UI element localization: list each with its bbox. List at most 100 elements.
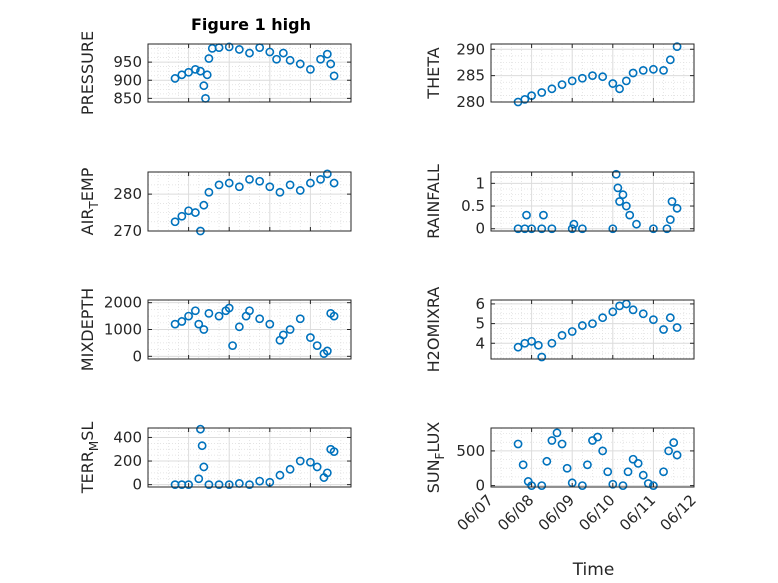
data-point: [305, 178, 315, 188]
data-point: [194, 319, 204, 329]
data-point: [199, 462, 209, 472]
data-point: [312, 462, 322, 472]
data-point: [184, 480, 193, 490]
data-point: [537, 481, 547, 491]
subplot-sun-flux: 0 500 SUNFLUX 06/0706/0806/0906/1006/1106/1…: [424, 422, 700, 580]
data-point: [197, 441, 207, 451]
data-point: [527, 481, 536, 491]
y-axis-label: PRESSURE: [78, 31, 97, 115]
data-point: [583, 460, 592, 470]
data-point: [649, 64, 658, 74]
data-point: [329, 447, 339, 456]
y-tick-label: 285: [456, 67, 485, 85]
data-point: [513, 342, 523, 352]
data-point: [245, 48, 254, 58]
y-axis-label: AIRTEMP: [78, 167, 101, 235]
data-point: [518, 460, 528, 470]
data-point: [316, 174, 325, 184]
data-point: [295, 456, 305, 466]
y-tick-label: 270: [113, 222, 142, 240]
y-tick-label: 1: [475, 174, 485, 192]
data-point: [204, 187, 214, 197]
data-point: [662, 224, 672, 234]
data-point: [577, 224, 587, 234]
y-tick-label: 0: [475, 477, 485, 495]
data-point: [552, 428, 562, 438]
data-point: [625, 210, 635, 220]
data-point: [285, 55, 295, 65]
data-point: [547, 84, 557, 94]
data-point: [623, 467, 633, 477]
data-point: [557, 330, 567, 340]
data-point: [638, 470, 648, 480]
data-point: [542, 456, 552, 466]
y-tick-label: 0.5: [461, 197, 485, 215]
data-point: [190, 208, 200, 217]
data-point: [199, 81, 209, 91]
data-point: [316, 54, 325, 64]
data-point: [295, 314, 305, 324]
data-point: [255, 476, 265, 486]
y-axis-label: THETA: [424, 47, 443, 99]
x-tick-label: 06/08: [494, 491, 537, 534]
data-point: [255, 176, 265, 186]
data-point: [588, 319, 597, 328]
data-point: [190, 306, 200, 316]
data-point: [632, 219, 641, 229]
x-tick-label: 06/09: [535, 491, 578, 534]
data-point: [577, 73, 587, 83]
subplot-rainfall: 0 0.5 1 RAINFALL: [424, 164, 695, 239]
subplot-mixdepth: 0 1000 2000 MIXDEPTH: [78, 288, 352, 371]
data-point: [618, 481, 628, 491]
data-point: [638, 309, 648, 319]
x-tick-label: 06/10: [575, 491, 618, 534]
data-point: [613, 183, 623, 193]
data-point: [615, 84, 624, 94]
data-point: [537, 224, 547, 234]
data-point: [527, 336, 536, 346]
data-point: [537, 352, 547, 362]
data-point: [322, 169, 332, 179]
x-axis-label: Time: [572, 560, 615, 580]
data-point: [285, 464, 295, 474]
data-point: [628, 305, 638, 315]
data-point: [285, 325, 295, 334]
data-point: [664, 446, 674, 456]
data-point: [322, 49, 332, 59]
subplot-terr-msl: 0 200 400 TERRMSL: [78, 422, 352, 494]
y-tick-label: 4: [475, 334, 485, 352]
data-point: [577, 481, 587, 491]
data-point: [224, 303, 234, 313]
data-point: [234, 45, 244, 54]
data-point: [322, 346, 332, 356]
data-point: [588, 71, 597, 81]
data-point: [665, 313, 675, 323]
y-tick-label: 0: [132, 347, 142, 365]
data-point: [557, 80, 567, 89]
x-tick-label: 06/11: [616, 491, 659, 534]
y-axis-label: MIXDEPTH: [78, 288, 97, 371]
data-point: [329, 71, 339, 81]
data-point: [649, 481, 658, 491]
data-point: [667, 197, 677, 206]
data-point: [539, 210, 548, 220]
data-point: [228, 341, 237, 350]
data-point: [567, 224, 577, 234]
y-tick-label: 900: [113, 71, 142, 89]
data-point: [562, 463, 572, 473]
data-point: [672, 323, 682, 332]
data-point: [621, 201, 631, 211]
y-axis-label: RAINFALL: [424, 164, 443, 239]
data-point: [177, 211, 187, 221]
y-tick-label: 400: [113, 428, 142, 446]
data-point: [224, 178, 234, 188]
data-point: [278, 330, 288, 340]
data-point: [520, 94, 530, 104]
data-point: [567, 76, 577, 86]
y-tick-label: 500: [456, 442, 485, 460]
data-point: [669, 438, 679, 447]
data-point: [577, 321, 587, 330]
axes-box: [490, 43, 695, 103]
